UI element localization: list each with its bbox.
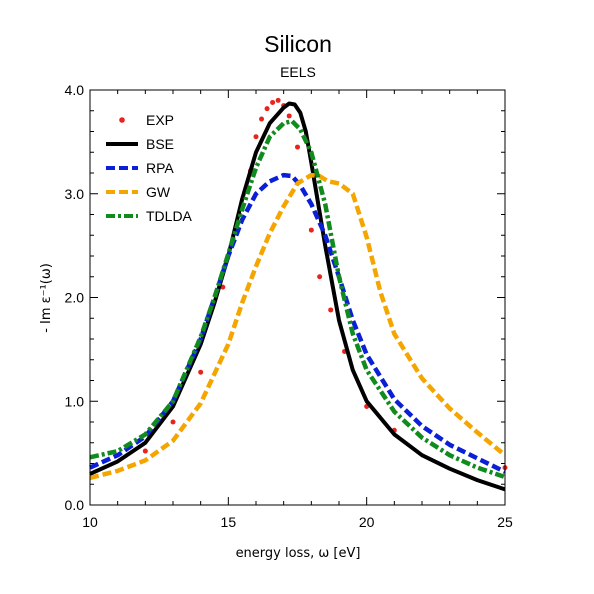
legend-label-rpa: RPA [146,160,174,176]
series-exp-point [275,97,281,103]
x-axis-label: energy loss, ω [eV] [236,546,361,561]
x-tick-label: 20 [359,514,375,530]
series-exp-point [253,134,259,140]
series-exp-point [308,227,314,233]
x-tick-label: 15 [221,514,237,530]
series-exp-point [317,274,323,280]
y-tick-label: 0.0 [65,497,85,513]
plot-frame [89,89,506,506]
y-tick-label: 3.0 [65,186,85,202]
series-tdlda-line [89,118,506,480]
legend-label-tdlda: TDLDA [146,208,193,224]
legend-label-gw: GW [146,184,171,200]
y-tick-label: 1.0 [65,393,85,409]
legend-swatch-exp [119,117,125,123]
chart-subtitle: EELS [280,64,316,80]
series-exp-point [170,419,176,425]
x-tick-label: 25 [497,514,513,530]
legend-item-rpa: RPA [106,160,174,176]
series-exp-point [264,106,270,112]
legend: EXP BSE RPA GW TDLDA [106,112,193,224]
chart-title: Silicon [264,31,332,57]
legend-item-tdlda: TDLDA [106,208,193,224]
series-layer [89,97,508,492]
legend-item-gw: GW [106,184,171,200]
legend-item-exp: EXP [119,112,174,128]
series-exp-point [295,144,300,150]
legend-label-exp: EXP [146,112,174,128]
series-gw-line [89,172,507,481]
series-exp-point [142,448,148,454]
series-exp-point [198,369,204,375]
y-tick-label: 4.0 [65,82,85,98]
ticks-layer: 10 15 20 25 0.0 1.0 2.0 3.0 4.0 [65,82,513,530]
series-exp-point [328,307,334,313]
series-exp-point [286,113,292,119]
legend-label-bse: BSE [146,136,174,152]
y-axis-label: - Im ε⁻¹(ω) [39,263,54,333]
x-tick-label: 10 [82,514,98,530]
y-tick-label: 2.0 [65,290,85,306]
series-exp-point [270,99,276,105]
series-exp-point [259,116,265,122]
legend-item-bse: BSE [106,136,174,152]
series-exp [142,97,508,471]
